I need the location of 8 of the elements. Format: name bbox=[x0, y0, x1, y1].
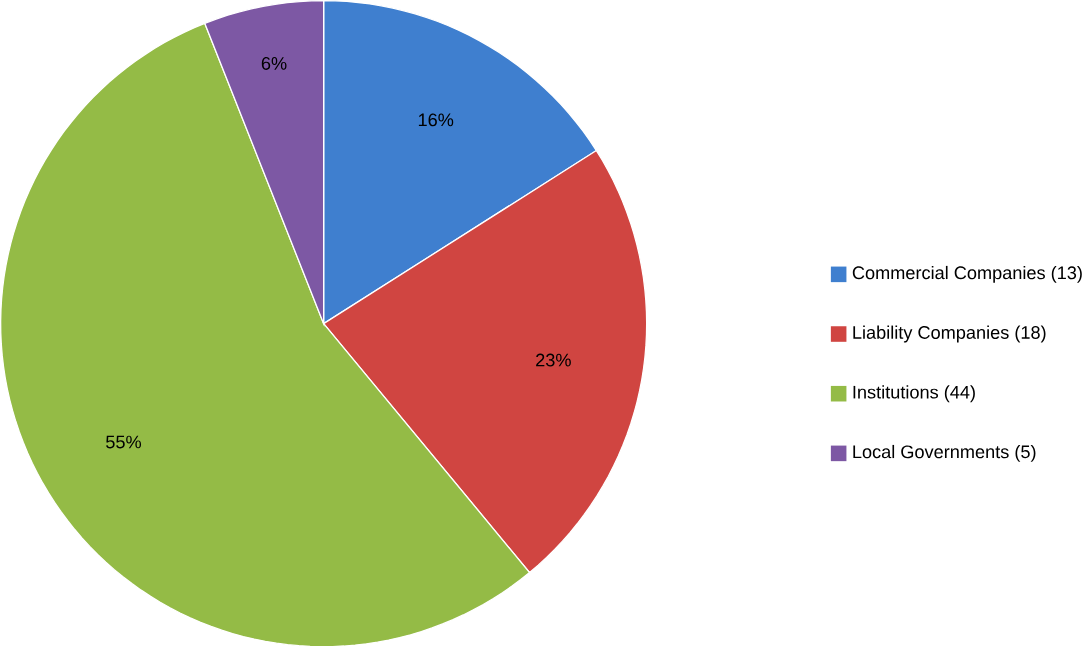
legend-label: Local Governments (5) bbox=[853, 444, 1036, 462]
data-label: 23% bbox=[536, 353, 571, 367]
data-label: 16% bbox=[418, 113, 454, 127]
data-label: 6% bbox=[261, 56, 287, 70]
legend-label: Commercial Companies (13) bbox=[852, 265, 1082, 283]
data-label: 55% bbox=[106, 435, 142, 449]
legend-label: Liability Companies (18) bbox=[853, 325, 1046, 343]
legend-label: Institutions (44) bbox=[853, 385, 975, 403]
